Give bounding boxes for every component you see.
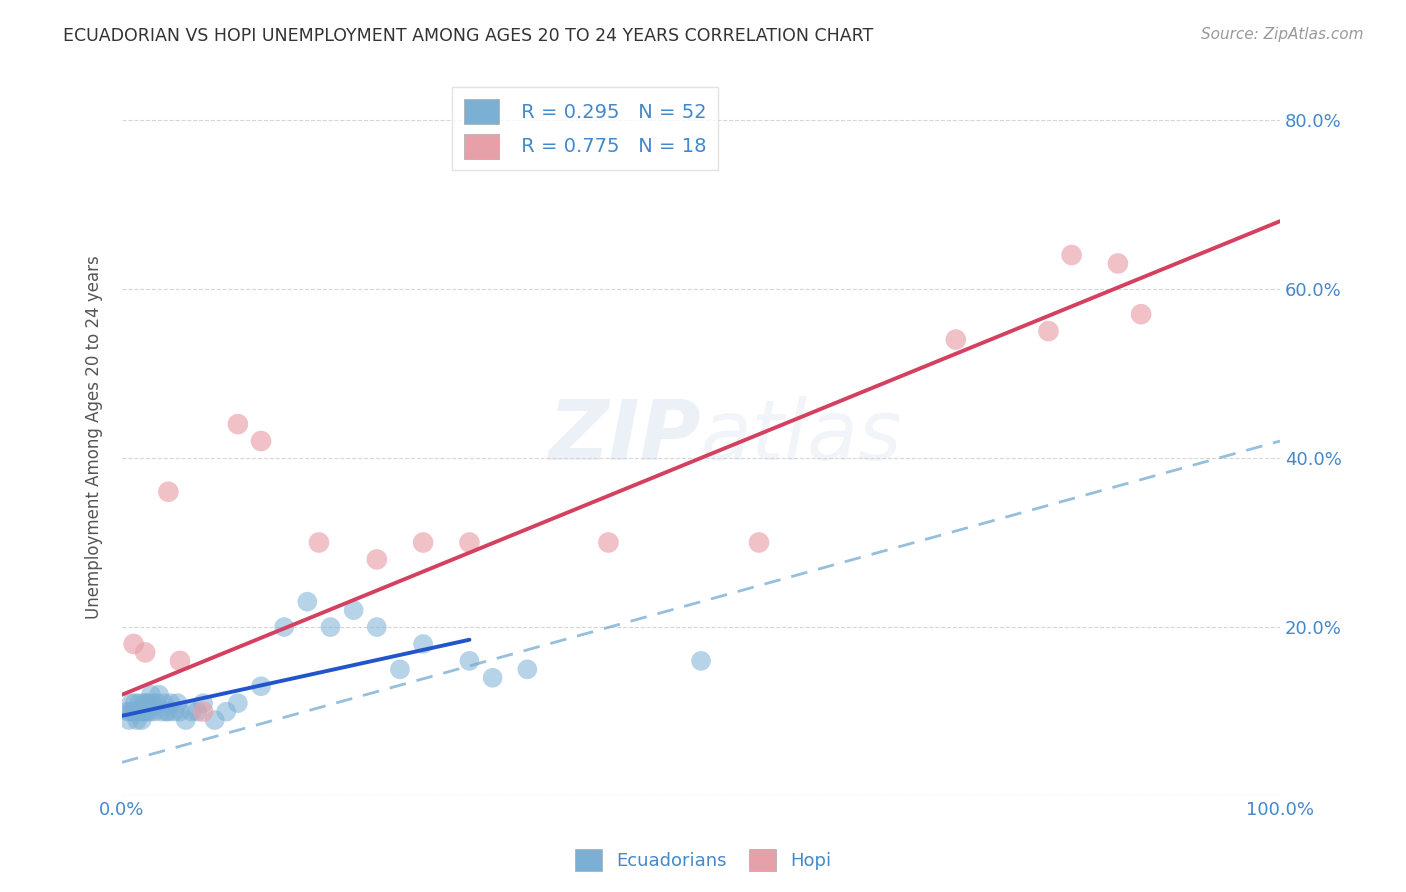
Point [148, 688, 170, 702]
Point [226, 417, 249, 431]
Point [169, 654, 191, 668]
Point [122, 705, 145, 719]
Point [169, 705, 191, 719]
Point [1060, 248, 1083, 262]
Point [159, 696, 181, 710]
Point [366, 552, 388, 566]
Point [388, 662, 411, 676]
Point [134, 645, 156, 659]
Point [157, 484, 180, 499]
Point [118, 713, 141, 727]
Point [250, 679, 273, 693]
Point [134, 705, 156, 719]
Point [136, 705, 159, 719]
Legend:  R = 0.295   N = 52,  R = 0.775   N = 18: R = 0.295 N = 52, R = 0.775 N = 18 [453, 87, 718, 170]
Point [125, 705, 148, 719]
Point [117, 705, 139, 719]
Point [121, 705, 143, 719]
Y-axis label: Unemployment Among Ages 20 to 24 years: Unemployment Among Ages 20 to 24 years [86, 255, 103, 619]
Point [481, 671, 503, 685]
Point [250, 434, 273, 448]
Point [127, 713, 149, 727]
Point [124, 696, 146, 710]
Point [132, 705, 155, 719]
Point [204, 713, 226, 727]
Point [143, 705, 166, 719]
Point [226, 696, 249, 710]
Point [186, 705, 208, 719]
Point [152, 696, 174, 710]
Point [215, 705, 238, 719]
Point [945, 333, 967, 347]
Point [166, 696, 188, 710]
Point [120, 696, 142, 710]
Point [129, 705, 152, 719]
Point [122, 637, 145, 651]
Point [1130, 307, 1153, 321]
Point [155, 705, 177, 719]
Point [191, 696, 214, 710]
Text: Source: ZipAtlas.com: Source: ZipAtlas.com [1201, 27, 1364, 42]
Legend: Ecuadorians, Hopi: Ecuadorians, Hopi [568, 842, 838, 879]
Point [319, 620, 342, 634]
Point [273, 620, 295, 634]
Point [128, 696, 150, 710]
Point [458, 535, 481, 549]
Text: ECUADORIAN VS HOPI UNEMPLOYMENT AMONG AGES 20 TO 24 YEARS CORRELATION CHART: ECUADORIAN VS HOPI UNEMPLOYMENT AMONG AG… [63, 27, 873, 45]
Point [412, 535, 434, 549]
Point [458, 654, 481, 668]
Point [135, 696, 157, 710]
Text: ZIP: ZIP [548, 396, 702, 477]
Point [120, 705, 142, 719]
Point [343, 603, 366, 617]
Point [127, 705, 149, 719]
Point [180, 705, 202, 719]
Point [191, 705, 214, 719]
Point [132, 696, 155, 710]
Point [412, 637, 434, 651]
Point [146, 696, 169, 710]
Point [598, 535, 620, 549]
Point [1107, 256, 1129, 270]
Point [297, 595, 319, 609]
Point [174, 713, 197, 727]
Point [138, 696, 160, 710]
Point [690, 654, 713, 668]
Point [131, 713, 153, 727]
Point [141, 696, 163, 710]
Point [157, 705, 180, 719]
Point [139, 705, 162, 719]
Point [150, 705, 173, 719]
Point [139, 688, 162, 702]
Text: atlas: atlas [702, 396, 903, 477]
Point [163, 705, 186, 719]
Point [366, 620, 388, 634]
Point [748, 535, 770, 549]
Point [1038, 324, 1060, 338]
Point [308, 535, 330, 549]
Point [516, 662, 538, 676]
